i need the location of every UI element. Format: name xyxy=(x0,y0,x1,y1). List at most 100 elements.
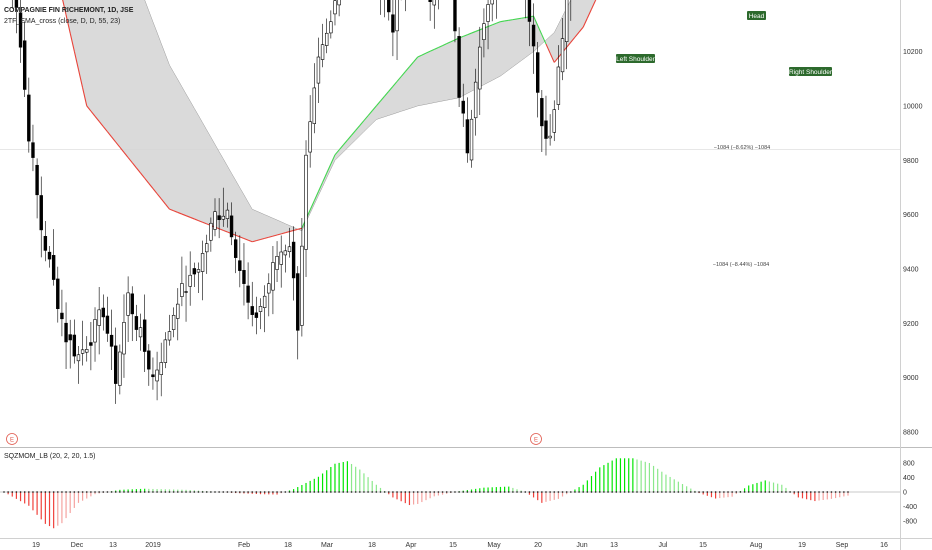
candle-body[interactable] xyxy=(188,274,192,287)
candle-body[interactable] xyxy=(387,0,391,13)
candle-body[interactable] xyxy=(39,195,43,231)
candle-body[interactable] xyxy=(544,120,548,139)
candle-body[interactable] xyxy=(320,44,325,60)
candle-body[interactable] xyxy=(325,32,329,46)
candle-body[interactable] xyxy=(196,269,201,273)
candle-body[interactable] xyxy=(85,349,89,353)
candle-body[interactable] xyxy=(457,36,461,98)
candle-body[interactable] xyxy=(461,100,465,114)
candle-body[interactable] xyxy=(35,164,39,196)
candle-body[interactable] xyxy=(279,251,283,265)
candle-body[interactable] xyxy=(60,312,64,320)
candle-body[interactable] xyxy=(93,319,97,343)
candle-body[interactable] xyxy=(118,351,122,386)
candle-body[interactable] xyxy=(142,319,147,352)
candle-body[interactable] xyxy=(167,331,172,341)
candle-body[interactable] xyxy=(486,4,490,22)
candle-body[interactable] xyxy=(296,273,300,331)
candle-body[interactable] xyxy=(283,250,288,256)
candle-body[interactable] xyxy=(233,239,238,258)
candle-body[interactable] xyxy=(275,255,279,270)
candle-body[interactable] xyxy=(151,374,155,378)
candle-body[interactable] xyxy=(18,12,23,48)
candle-body[interactable] xyxy=(242,270,246,284)
candle-body[interactable] xyxy=(76,354,81,362)
momentum-legend[interactable]: SQZMOM_LB (20, 2, 20, 1.5) xyxy=(4,453,95,460)
candle-body[interactable] xyxy=(134,316,139,330)
candle-body[interactable] xyxy=(43,236,48,251)
candle-body[interactable] xyxy=(465,119,470,154)
candle-body[interactable] xyxy=(308,121,312,153)
candle-body[interactable] xyxy=(200,253,205,272)
candle-body[interactable] xyxy=(391,14,395,33)
candle-body[interactable] xyxy=(130,293,134,315)
candle-body[interactable] xyxy=(27,94,31,142)
candle-body[interactable] xyxy=(184,291,188,293)
candle-body[interactable] xyxy=(291,241,296,279)
candle-body[interactable] xyxy=(453,0,457,32)
candle-body[interactable] xyxy=(304,154,308,250)
candle-body[interactable] xyxy=(51,255,56,280)
candle-body[interactable] xyxy=(105,315,110,334)
candle-body[interactable] xyxy=(473,81,478,119)
candle-body[interactable] xyxy=(267,283,271,294)
candle-body[interactable] xyxy=(80,349,85,354)
candle-body[interactable] xyxy=(221,215,225,220)
candle-body[interactable] xyxy=(47,251,52,260)
candle-body[interactable] xyxy=(238,260,242,271)
candle-body[interactable] xyxy=(428,0,432,2)
candle-body[interactable] xyxy=(531,24,536,47)
candle-body[interactable] xyxy=(262,295,267,308)
candle-body[interactable] xyxy=(548,135,552,139)
candle-body[interactable] xyxy=(250,306,254,315)
candle-body[interactable] xyxy=(159,362,163,375)
candle-body[interactable] xyxy=(254,312,259,318)
candle-body[interactable] xyxy=(552,109,556,133)
candle-body[interactable] xyxy=(395,0,399,32)
candle-body[interactable] xyxy=(300,245,304,326)
candle-body[interactable] xyxy=(64,322,68,343)
candle-body[interactable] xyxy=(556,66,561,105)
indicator-legend[interactable]: 2TF_EMA_cross (close, D, D, 55, 23) xyxy=(4,18,120,25)
candle-body[interactable] xyxy=(114,345,118,384)
candle-body[interactable] xyxy=(68,334,72,341)
candle-body[interactable] xyxy=(560,38,565,73)
candle-body[interactable] xyxy=(126,292,130,316)
candle-body[interactable] xyxy=(176,303,180,319)
candle-body[interactable] xyxy=(482,23,486,40)
candle-body[interactable] xyxy=(271,262,275,291)
candle-body[interactable] xyxy=(122,322,126,355)
candle-body[interactable] xyxy=(329,21,333,34)
candle-body[interactable] xyxy=(147,350,151,370)
candle-body[interactable] xyxy=(217,215,221,221)
candle-body[interactable] xyxy=(478,46,482,90)
candle-body[interactable] xyxy=(180,283,184,297)
candle-body[interactable] xyxy=(469,118,474,161)
earnings-marker-2[interactable]: E xyxy=(530,433,542,445)
candle-body[interactable] xyxy=(22,40,27,90)
candle-body[interactable] xyxy=(490,0,494,5)
candle-body[interactable] xyxy=(171,314,176,330)
candle-body[interactable] xyxy=(14,0,19,8)
candle-body[interactable] xyxy=(337,0,341,6)
candle-body[interactable] xyxy=(192,268,197,275)
candle-body[interactable] xyxy=(155,369,159,382)
candle-body[interactable] xyxy=(316,56,321,84)
candle-body[interactable] xyxy=(89,342,93,346)
earnings-marker-1[interactable]: E xyxy=(6,433,18,445)
candle-body[interactable] xyxy=(31,142,35,158)
candle-body[interactable] xyxy=(333,0,337,15)
candle-body[interactable] xyxy=(205,243,209,253)
candle-body[interactable] xyxy=(246,285,250,303)
candle-body[interactable] xyxy=(109,334,114,347)
candle-body[interactable] xyxy=(101,307,105,318)
candle-body[interactable] xyxy=(527,0,532,22)
candle-body[interactable] xyxy=(225,209,230,219)
candle-body[interactable] xyxy=(56,278,60,310)
candle-body[interactable] xyxy=(72,334,77,357)
candle-body[interactable] xyxy=(564,0,569,42)
candle-body[interactable] xyxy=(163,339,168,363)
candle-body[interactable] xyxy=(229,215,234,238)
candle-body[interactable] xyxy=(287,246,292,253)
candle-body[interactable] xyxy=(432,0,436,6)
